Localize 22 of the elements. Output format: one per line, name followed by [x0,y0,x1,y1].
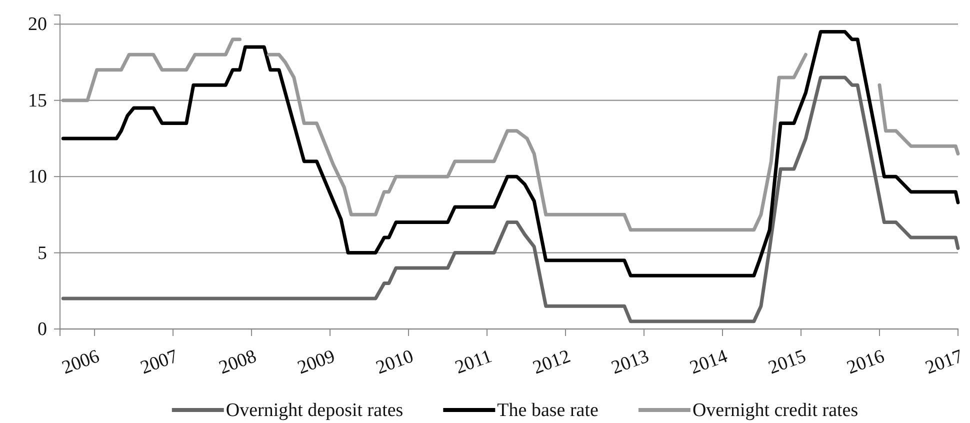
x-tick-label: 2007 [138,346,181,379]
legend-label: Overnight credit rates [692,400,858,421]
x-tick-label: 2012 [530,346,574,379]
x-tick-label: 2016 [844,346,888,379]
y-tick-label: 15 [28,90,47,112]
y-tick-label: 5 [38,242,47,264]
x-tick-label: 2017 [922,346,966,379]
y-tick-label: 10 [28,166,47,188]
x-tick-label: 2014 [687,346,731,379]
x-tick-label: 2011 [452,346,495,378]
x-tick-label: 2013 [608,346,652,379]
legend-label: Overnight deposit rates [226,400,404,421]
y-tick-label: 20 [28,14,47,36]
line-series [61,30,960,278]
x-tick-label: 2015 [766,346,809,379]
legend-label: The base rate [497,400,598,421]
x-tick-label: 2010 [373,346,416,379]
y-tick-label: 0 [38,319,47,340]
line-series [61,76,960,324]
x-tick-label: 2006 [59,346,102,379]
x-tick-label: 2009 [294,346,338,379]
x-tick-label: 2008 [216,346,260,379]
